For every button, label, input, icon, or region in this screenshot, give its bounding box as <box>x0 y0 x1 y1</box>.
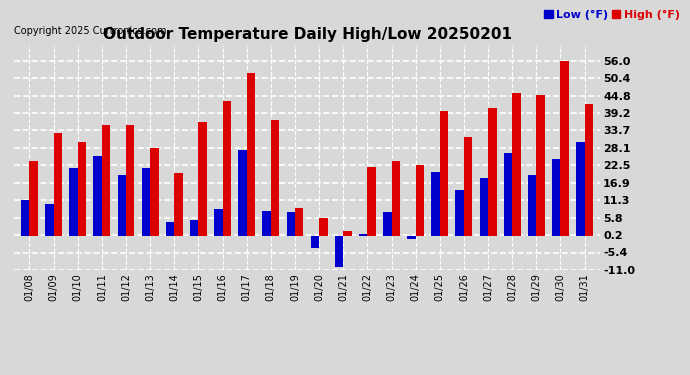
Bar <box>238 150 247 236</box>
Bar <box>536 95 545 236</box>
Text: Copyright 2025 Curtronics.com: Copyright 2025 Curtronics.com <box>14 26 166 36</box>
Bar <box>69 168 78 236</box>
Bar <box>415 165 424 236</box>
Bar <box>141 168 150 236</box>
Bar <box>102 124 110 236</box>
Bar <box>319 218 328 236</box>
Bar <box>310 236 319 248</box>
Bar <box>214 209 223 236</box>
Bar <box>440 111 449 236</box>
Bar <box>295 207 304 236</box>
Bar <box>383 212 391 236</box>
Bar <box>584 104 593 236</box>
Bar <box>504 153 512 236</box>
Bar <box>166 222 175 236</box>
Bar <box>407 236 415 239</box>
Bar <box>343 231 352 236</box>
Bar <box>552 159 560 236</box>
Bar <box>190 220 199 236</box>
Bar <box>560 61 569 236</box>
Bar <box>150 148 159 236</box>
Bar <box>262 211 271 236</box>
Bar <box>359 234 367 236</box>
Bar <box>576 142 584 236</box>
Bar <box>480 178 488 236</box>
Bar <box>335 236 343 267</box>
Bar <box>528 175 536 236</box>
Bar <box>54 132 62 236</box>
Bar <box>455 190 464 236</box>
Bar <box>464 137 473 236</box>
Bar <box>78 142 86 236</box>
Bar <box>175 173 183 236</box>
Bar <box>199 122 207 236</box>
Bar <box>117 175 126 236</box>
Bar <box>512 93 521 236</box>
Bar <box>391 160 400 236</box>
Bar <box>271 120 279 236</box>
Bar <box>45 204 54 236</box>
Bar <box>247 73 255 236</box>
Title: Outdoor Temperature Daily High/Low 20250201: Outdoor Temperature Daily High/Low 20250… <box>103 27 511 42</box>
Bar <box>126 124 135 236</box>
Bar <box>431 172 440 236</box>
Bar <box>223 101 231 236</box>
Bar <box>367 167 376 236</box>
Bar <box>286 212 295 236</box>
Bar <box>93 156 102 236</box>
Legend: Low (°F), High (°F): Low (°F), High (°F) <box>544 10 680 20</box>
Bar <box>30 160 38 236</box>
Bar <box>488 108 497 236</box>
Bar <box>21 200 30 236</box>
